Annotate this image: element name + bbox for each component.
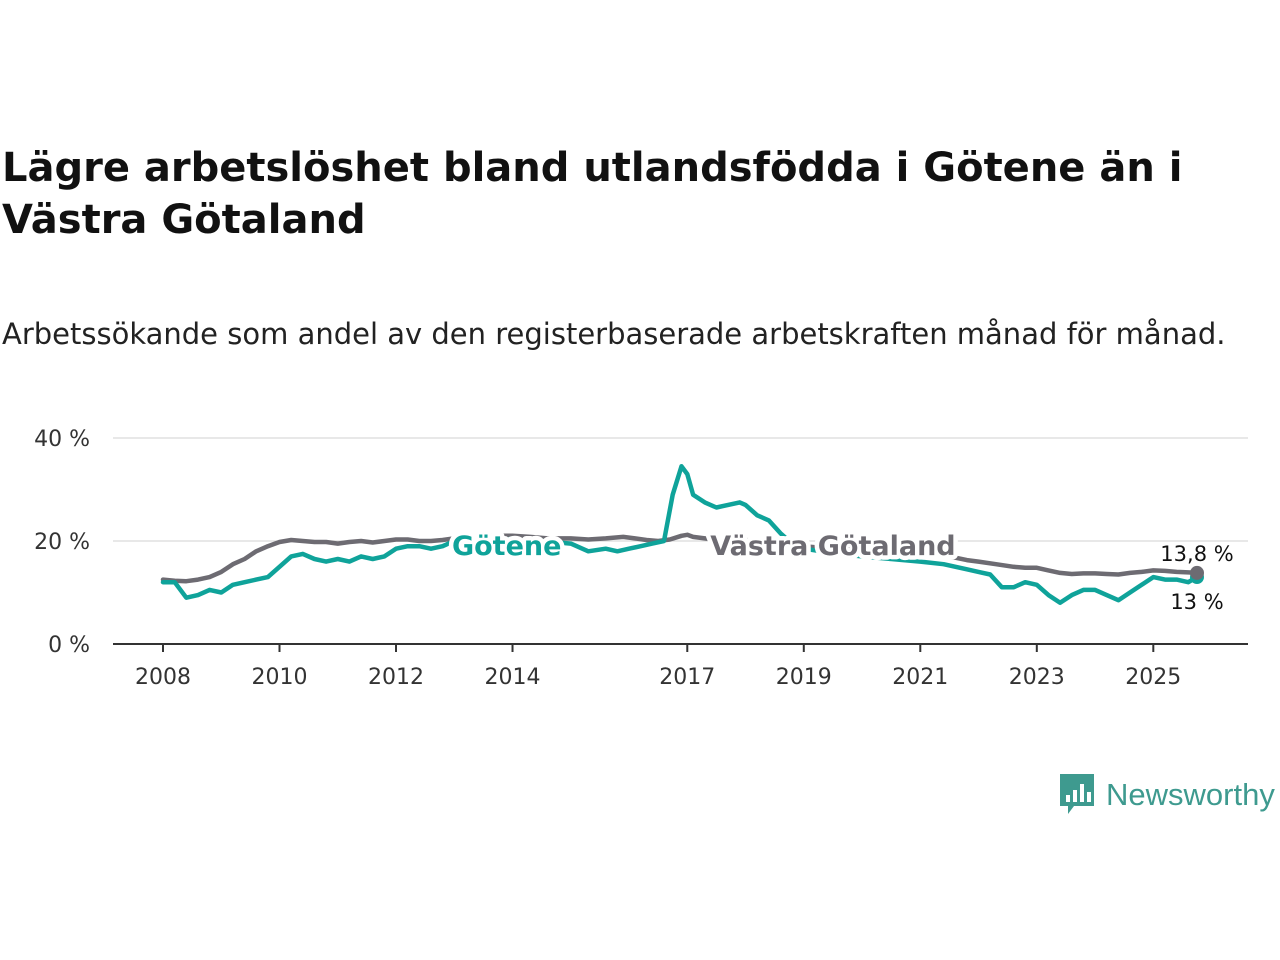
series-line-västra-götaland bbox=[160, 532, 1200, 584]
x-tick-label: 2010 bbox=[252, 665, 308, 690]
series-label-halo: Västra Götaland bbox=[710, 531, 955, 562]
x-tick-label: 2025 bbox=[1125, 665, 1181, 690]
chart-subtitle: Arbetssökande som andel av den registerb… bbox=[2, 317, 1226, 351]
series-label-västra-götaland: Västra Götaland bbox=[710, 531, 955, 562]
axis-layer: 0 % 20 % 40 % 2008 2010 2012 2014 2017 2019 2021 2… bbox=[34, 427, 1248, 690]
series-layer bbox=[160, 464, 1200, 606]
series-label-götene: Götene bbox=[452, 531, 561, 562]
y-tick-label: 40 % bbox=[34, 427, 90, 452]
end-value-label-götene: 13 % bbox=[1170, 590, 1223, 614]
series-line-götene bbox=[160, 464, 1200, 606]
y-tick-label: 20 % bbox=[34, 530, 90, 555]
x-tick-label: 2019 bbox=[776, 665, 832, 690]
x-tick-label: 2012 bbox=[368, 665, 424, 690]
x-tick-label: 2014 bbox=[485, 665, 541, 690]
brand-name: Newsworthy bbox=[1106, 777, 1275, 812]
end-dot-västra-götaland bbox=[1190, 565, 1204, 580]
chart-title: Lägre arbetslöshet bland utlandsfödda i … bbox=[2, 145, 1183, 243]
line-chart: 0 % 20 % 40 % 2008 2010 2012 2014 2017 2019 2021 2… bbox=[34, 427, 1248, 690]
end-value-label-västra-götaland: 13,8 % bbox=[1160, 542, 1233, 566]
x-tick-label: 2017 bbox=[659, 665, 715, 690]
x-tick-label: 2021 bbox=[892, 665, 948, 690]
x-tick-label: 2023 bbox=[1009, 665, 1065, 690]
y-tick-label: 0 % bbox=[48, 633, 90, 658]
brand[interactable]: Newsworthy bbox=[1058, 772, 1275, 818]
grid-layer bbox=[113, 437, 1248, 542]
newsworthy-logo-icon bbox=[1060, 774, 1094, 814]
series-label-halo: Götene bbox=[452, 531, 561, 562]
x-tick-label: 2008 bbox=[135, 665, 191, 690]
